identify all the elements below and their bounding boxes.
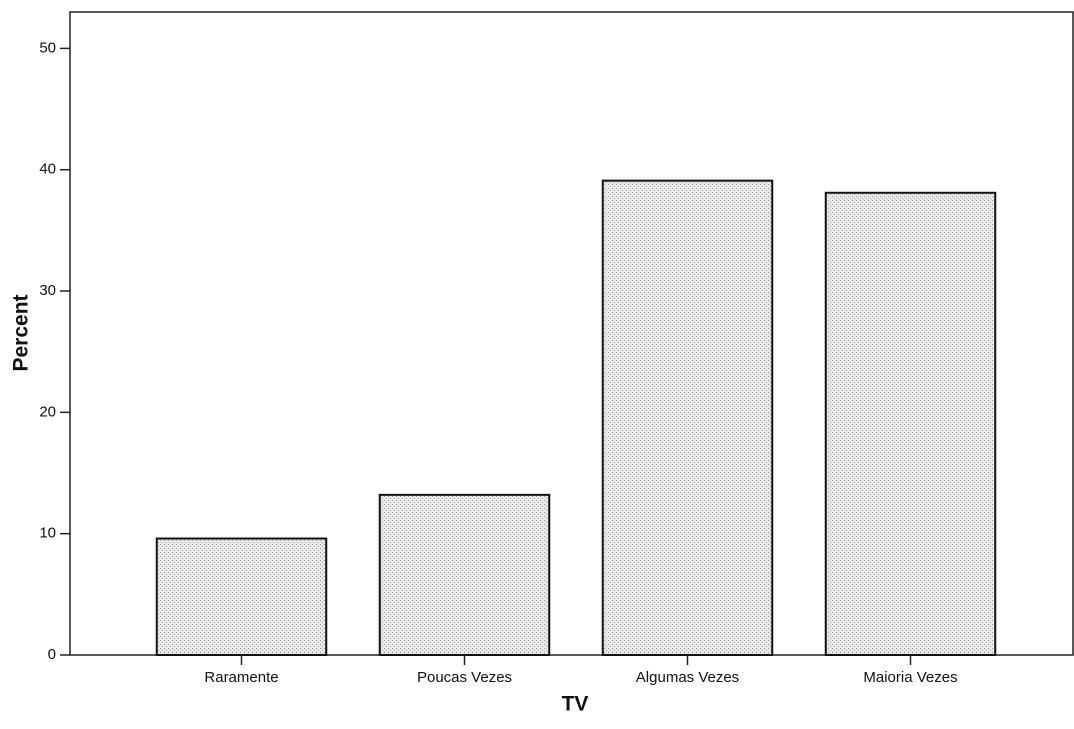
- x-tick-label: Maioria Vezes: [863, 669, 957, 686]
- y-tick-label: 50: [39, 39, 56, 56]
- y-axis-title: Percent: [10, 294, 33, 371]
- y-tick-label: 30: [39, 282, 56, 299]
- bar: [601, 179, 774, 656]
- y-tick-label: 20: [39, 403, 56, 420]
- x-tick-label: Raramente: [204, 669, 278, 686]
- x-tick-label: Algumas Vezes: [636, 669, 739, 686]
- bar: [155, 537, 328, 657]
- bar: [378, 493, 551, 656]
- y-tick-label: 40: [39, 161, 56, 178]
- y-tick-label: 10: [39, 525, 56, 542]
- x-tick-label: Poucas Vezes: [417, 669, 512, 686]
- bar: [824, 191, 997, 657]
- plot-frame: [69, 11, 1074, 656]
- x-axis-title: TV: [562, 693, 589, 716]
- y-tick-label: 0: [48, 646, 56, 663]
